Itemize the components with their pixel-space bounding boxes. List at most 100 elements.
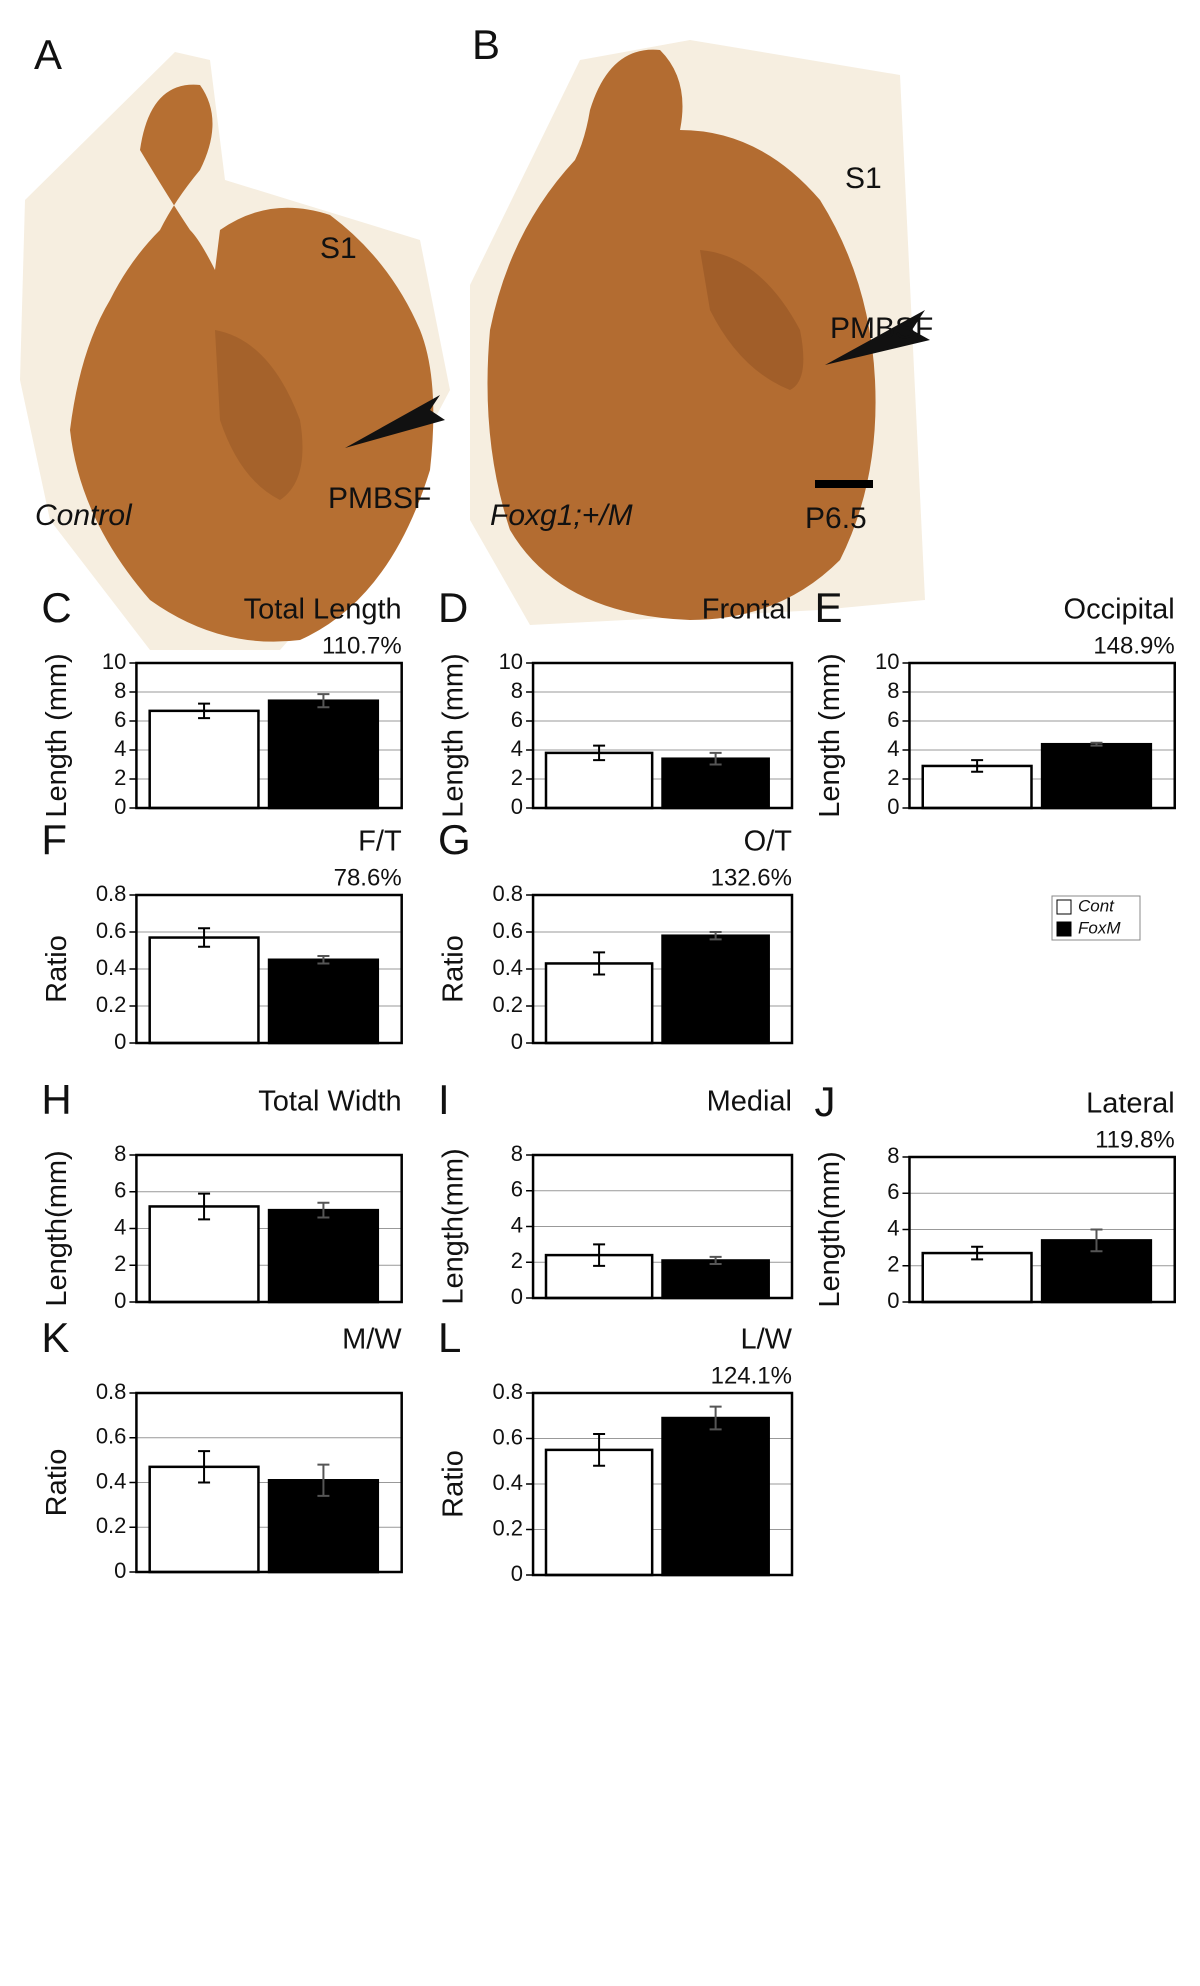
y-tick-label: 4	[887, 1215, 899, 1240]
y-tick-label: 4	[511, 736, 523, 761]
panel-letter: L	[438, 1314, 461, 1361]
y-tick-label: 0.2	[492, 1515, 523, 1540]
panel-caption: Foxg1;+/M	[490, 499, 633, 532]
y-tick-label: 0	[887, 794, 899, 819]
error-bar	[317, 1463, 330, 1497]
y-tick-label: 0	[114, 1558, 126, 1583]
bar	[1040, 742, 1153, 810]
panel-letter: B	[472, 21, 500, 68]
y-tick-label: 0.2	[492, 992, 523, 1017]
y-tick-label: 0.8	[492, 1379, 523, 1404]
y-tick-label: 0.6	[96, 918, 127, 943]
y-tick-label: 8	[887, 1143, 899, 1168]
error-bar	[971, 1245, 984, 1261]
error-bar	[198, 1192, 211, 1221]
chart-title: Total Length	[244, 594, 402, 626]
y-axis-label: Length(mm)	[438, 1148, 470, 1304]
plot-frame	[135, 661, 403, 810]
region-label: PMBSF	[328, 482, 431, 515]
legend-swatch	[1056, 921, 1072, 937]
bar	[661, 934, 770, 1045]
error-bar	[709, 1255, 722, 1266]
y-tick-label: 0.8	[96, 1379, 127, 1404]
y-tick-label: 2	[887, 1252, 899, 1277]
plot-frame	[531, 893, 794, 1045]
y-tick-label: 0	[114, 1288, 126, 1313]
chart-title: Frontal	[702, 594, 792, 626]
plot-frame	[908, 1155, 1176, 1304]
error-bar	[709, 931, 722, 941]
y-tick-label: 6	[887, 1179, 899, 1204]
y-tick-label: 0.4	[492, 955, 523, 980]
bar	[148, 709, 260, 810]
annotation: 119.8%	[1095, 1126, 1175, 1153]
bar	[661, 1416, 770, 1577]
annotation: 132.6%	[711, 864, 792, 891]
y-tick-label: 8	[887, 678, 899, 703]
error-bar	[709, 1405, 722, 1431]
error-bar	[198, 1450, 211, 1484]
region-label: PMBSF	[830, 312, 933, 345]
y-tick-label: 0.4	[96, 955, 127, 980]
plot-frame	[531, 661, 794, 810]
y-axis-label: Length (mm)	[814, 653, 846, 817]
y-tick-label: 4	[511, 1212, 523, 1237]
y-axis-label: Length (mm)	[438, 653, 470, 817]
y-tick-label: 0	[887, 1288, 899, 1313]
region-label: S1	[320, 232, 357, 265]
barrel-field	[215, 330, 303, 500]
y-tick-label: 2	[511, 765, 523, 790]
brain-section	[487, 49, 876, 620]
y-tick-label: 4	[114, 736, 126, 761]
y-axis-label: Length (mm)	[41, 653, 73, 817]
y-tick-label: 10	[102, 649, 126, 674]
y-tick-label: 8	[114, 678, 126, 703]
y-tick-label: 10	[499, 649, 523, 674]
panel-letter: G	[438, 816, 471, 863]
y-axis-label: Ratio	[41, 935, 73, 1003]
y-tick-label: 8	[511, 678, 523, 703]
y-tick-label: 0.4	[96, 1468, 127, 1493]
panel-letter: D	[438, 584, 468, 631]
arrow	[825, 310, 930, 365]
arrow	[345, 395, 445, 448]
chart-title: Total Width	[258, 1086, 401, 1118]
bar	[267, 1208, 380, 1304]
y-tick-label: 0	[511, 794, 523, 819]
error-bar	[1090, 1228, 1103, 1253]
y-tick-label: 8	[511, 1141, 523, 1166]
bar	[661, 757, 770, 810]
y-axis-label: Length(mm)	[41, 1150, 73, 1306]
panel-letter: A	[34, 31, 62, 78]
y-tick-label: 8	[114, 1141, 126, 1166]
error-bar	[317, 693, 330, 709]
chart-title: Medial	[707, 1086, 792, 1118]
error-bar	[593, 1432, 606, 1467]
bar	[921, 1251, 1033, 1304]
y-tick-label: 0.8	[96, 881, 127, 906]
photo-a: A S1 PMBSF Control	[20, 31, 450, 650]
chart-title: Lateral	[1086, 1088, 1175, 1120]
y-tick-label: 0	[511, 1561, 523, 1586]
y-tick-label: 0.4	[492, 1470, 523, 1495]
y-tick-label: 4	[114, 1214, 126, 1239]
chart-title: F/T	[358, 826, 402, 858]
plot-frame	[135, 1391, 403, 1574]
y-axis-label: Ratio	[438, 1450, 470, 1518]
annotation: 148.9%	[1093, 632, 1174, 659]
panel-letter: H	[41, 1076, 71, 1123]
y-tick-label: 2	[511, 1248, 523, 1273]
y-axis-label: Ratio	[438, 935, 470, 1003]
annotation: 110.7%	[322, 632, 402, 659]
y-tick-label: 0	[114, 794, 126, 819]
y-tick-label: 6	[511, 707, 523, 732]
y-tick-label: 6	[887, 707, 899, 732]
panel-caption: Control	[35, 499, 133, 532]
error-bar	[971, 759, 984, 773]
y-tick-label: 10	[875, 649, 899, 674]
y-tick-label: 0	[511, 1029, 523, 1054]
error-bar	[593, 744, 606, 762]
error-bar	[198, 927, 211, 948]
region-label: S1	[845, 162, 882, 195]
